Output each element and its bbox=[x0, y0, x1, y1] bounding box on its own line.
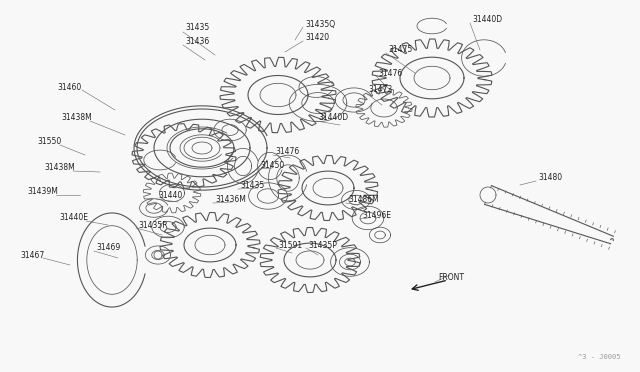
Text: 31420: 31420 bbox=[305, 33, 329, 42]
Text: 31435: 31435 bbox=[240, 182, 264, 190]
Text: 31436: 31436 bbox=[185, 38, 209, 46]
Text: 31435Q: 31435Q bbox=[305, 19, 335, 29]
Text: 31550: 31550 bbox=[38, 138, 62, 147]
Text: 31435: 31435 bbox=[185, 23, 209, 32]
Text: 31467: 31467 bbox=[20, 250, 45, 260]
Text: 31439M: 31439M bbox=[27, 187, 58, 196]
Text: 31438M: 31438M bbox=[44, 164, 75, 173]
Text: 31440E: 31440E bbox=[59, 214, 88, 222]
Text: 31476: 31476 bbox=[275, 148, 300, 157]
Text: 31436M: 31436M bbox=[215, 196, 246, 205]
Text: 31480: 31480 bbox=[538, 173, 562, 183]
Text: 31475: 31475 bbox=[388, 45, 412, 55]
Text: 31440: 31440 bbox=[158, 192, 182, 201]
Text: 31486M: 31486M bbox=[348, 196, 379, 205]
Text: 31440D: 31440D bbox=[318, 113, 348, 122]
Text: 31435R: 31435R bbox=[138, 221, 168, 230]
Text: 31591: 31591 bbox=[278, 241, 302, 250]
Text: 31460: 31460 bbox=[58, 83, 82, 92]
Text: ^3 - J0005: ^3 - J0005 bbox=[577, 354, 620, 360]
Text: 31438M: 31438M bbox=[61, 113, 92, 122]
Text: 31473: 31473 bbox=[368, 86, 392, 94]
Text: 31496E: 31496E bbox=[362, 212, 391, 221]
Text: 31450: 31450 bbox=[260, 161, 284, 170]
Text: 31476: 31476 bbox=[378, 68, 403, 77]
Text: 31469: 31469 bbox=[96, 244, 120, 253]
Text: 31435P: 31435P bbox=[308, 241, 337, 250]
Text: 31440D: 31440D bbox=[472, 16, 502, 25]
Text: FRONT: FRONT bbox=[438, 273, 464, 282]
